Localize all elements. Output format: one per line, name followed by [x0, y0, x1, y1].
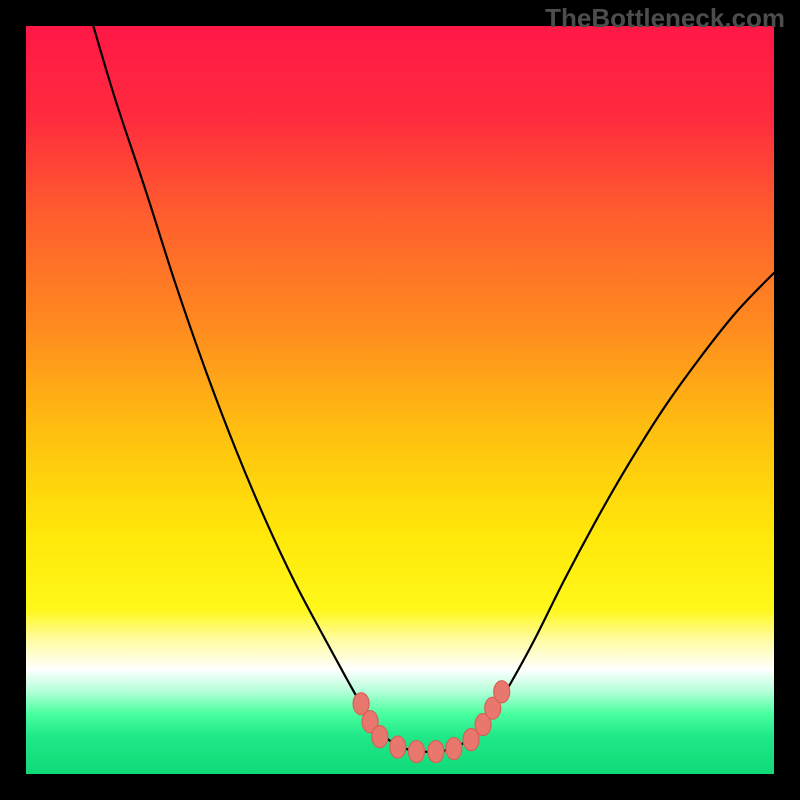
plot-area	[26, 26, 774, 774]
curve-marker	[372, 726, 388, 748]
marker-cluster	[353, 681, 510, 763]
curve-marker	[390, 736, 406, 758]
curve-marker	[408, 741, 424, 763]
curve-marker	[494, 681, 510, 703]
curve-marker	[446, 738, 462, 760]
curve-marker	[428, 741, 444, 763]
curve-overlay	[26, 26, 774, 774]
watermark-text: TheBottleneck.com	[545, 3, 785, 34]
bottleneck-curve	[93, 26, 774, 752]
